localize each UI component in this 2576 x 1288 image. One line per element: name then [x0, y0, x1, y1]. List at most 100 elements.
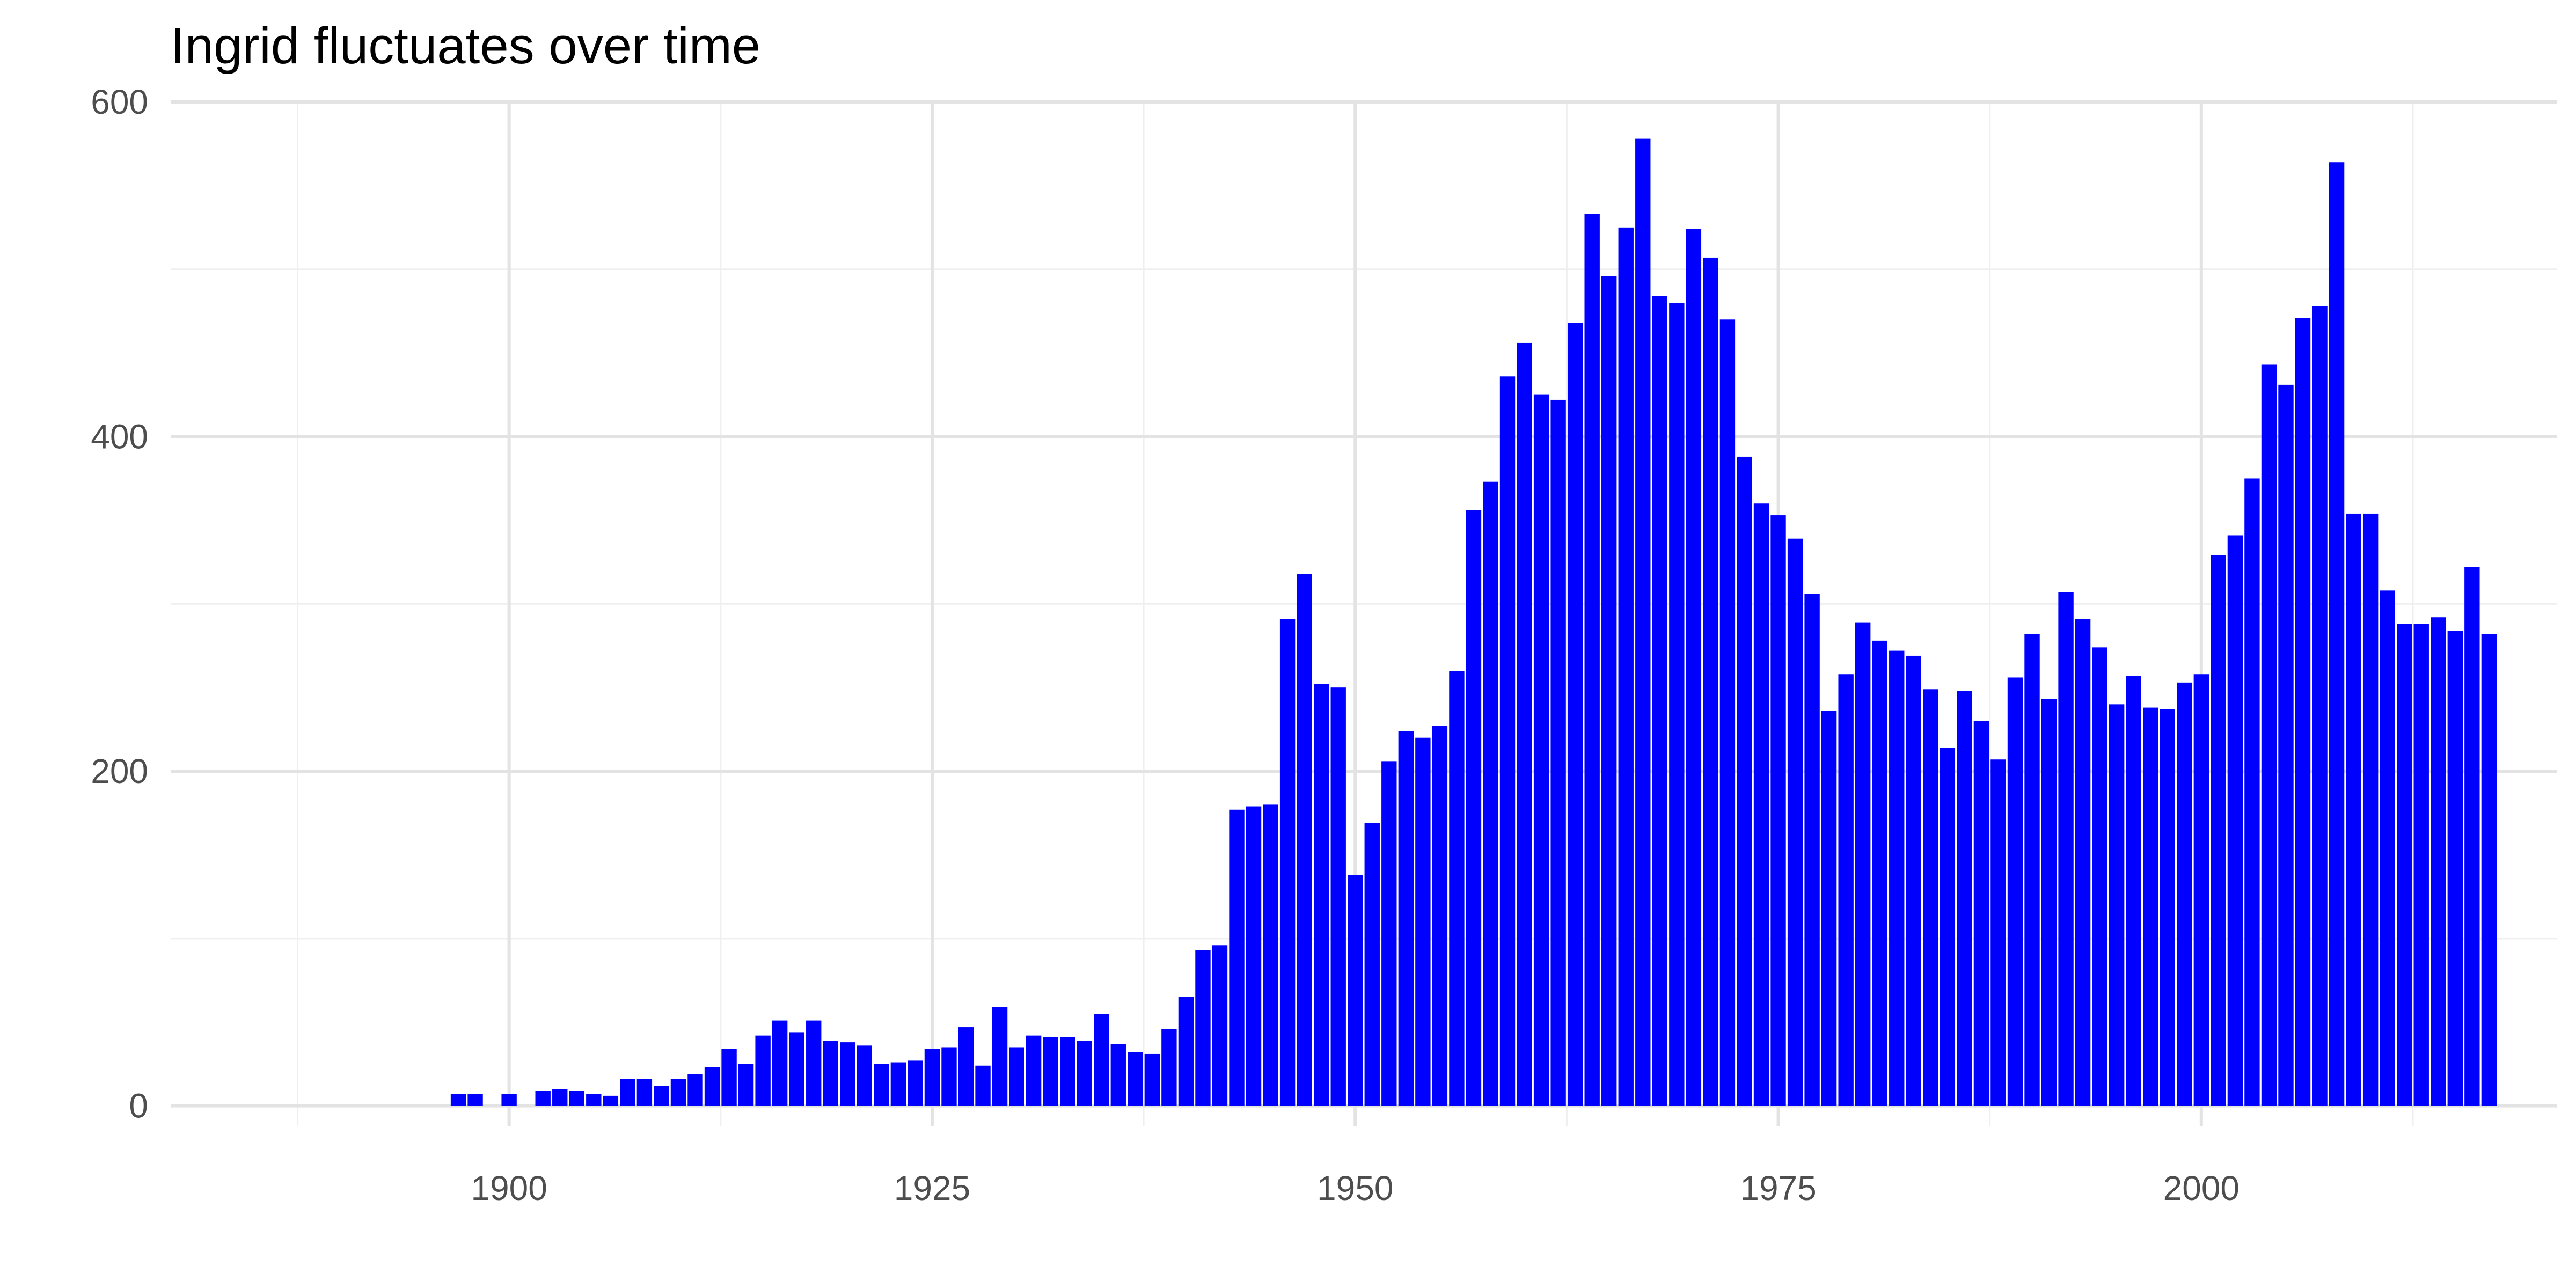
bar: [1906, 655, 1921, 1106]
bar: [2160, 709, 2175, 1106]
grid: [171, 100, 2557, 1126]
bar: [1567, 323, 1583, 1106]
bar: [2007, 677, 2023, 1106]
y-tick-label: 600: [91, 83, 148, 121]
x-axis: 1900 1925 1950 1975 2000: [471, 1169, 2240, 1208]
bar: [772, 1020, 788, 1106]
y-tick-label: 0: [129, 1087, 148, 1125]
bar: [2177, 682, 2192, 1106]
bar: [586, 1094, 602, 1106]
bar: [738, 1064, 754, 1106]
bar: [1923, 689, 1938, 1106]
bar: [704, 1067, 720, 1106]
bar: [2346, 513, 2361, 1106]
bar: [1144, 1053, 1160, 1106]
bar: [2261, 364, 2277, 1106]
bar: [2227, 535, 2243, 1106]
bar: [1415, 737, 1431, 1106]
bar: [636, 1079, 653, 1106]
bar: [2329, 162, 2345, 1106]
bar: [721, 1049, 737, 1106]
bar: [1026, 1035, 1042, 1106]
bar: [2058, 592, 2074, 1106]
bar: [2244, 478, 2260, 1106]
bar: [467, 1094, 483, 1106]
bar: [2278, 384, 2294, 1106]
bar: [2092, 647, 2107, 1106]
y-tick-label: 200: [91, 752, 148, 791]
bar: [941, 1047, 957, 1106]
bar: [1094, 1014, 1109, 1106]
bar: [620, 1079, 635, 1106]
bar: [890, 1062, 906, 1106]
bar: [1212, 945, 1228, 1106]
bar: [924, 1049, 940, 1106]
bar: [2431, 617, 2446, 1106]
bar: [789, 1032, 804, 1106]
bar: [958, 1027, 974, 1106]
bar: [1330, 687, 1346, 1106]
bar: [1787, 538, 1803, 1106]
bar: [1821, 711, 1837, 1106]
bars: [450, 138, 2497, 1106]
x-tick-label: 1925: [894, 1169, 970, 1208]
bar: [1686, 229, 1702, 1106]
bar: [552, 1089, 568, 1106]
bar: [2464, 567, 2480, 1106]
bar: [806, 1020, 822, 1106]
bar: [2397, 624, 2412, 1106]
bar: [1060, 1037, 1075, 1106]
bar: [1703, 257, 1718, 1106]
bar: [2211, 555, 2226, 1106]
bar: [2075, 619, 2091, 1106]
bar: [1246, 806, 1262, 1106]
bar: [2143, 707, 2158, 1106]
bar: [1195, 950, 1211, 1106]
bar: [1263, 804, 1278, 1106]
bar: [1483, 481, 1498, 1106]
bar: [1077, 1041, 1092, 1106]
bar: [1753, 503, 1769, 1106]
bar: [823, 1041, 838, 1106]
y-axis: 0 200 400 600: [91, 83, 148, 1125]
bar: [2413, 624, 2429, 1106]
bar: [1499, 376, 1516, 1106]
bar: [874, 1064, 889, 1106]
bar: [535, 1091, 551, 1106]
bar: [1601, 276, 1617, 1106]
bar: [2447, 631, 2463, 1106]
bar: [1178, 997, 1194, 1106]
bar: [654, 1086, 669, 1106]
bar: [1161, 1029, 1177, 1106]
bar: [1128, 1052, 1143, 1106]
x-tick-label: 1950: [1317, 1169, 1393, 1208]
bar: [1279, 619, 1296, 1106]
bar: [992, 1007, 1008, 1106]
bar: [2295, 318, 2311, 1106]
bar: [1770, 515, 1786, 1106]
x-tick-label: 1900: [471, 1169, 547, 1208]
bar: [1973, 721, 1989, 1106]
bar: [1517, 342, 1532, 1106]
x-tick-label: 2000: [2163, 1169, 2240, 1208]
bar: [1838, 674, 1854, 1106]
bar: [1432, 726, 1448, 1106]
bar: [2126, 676, 2141, 1106]
bar: [1297, 574, 1312, 1106]
y-tick-label: 400: [91, 418, 148, 456]
bar: [450, 1094, 466, 1106]
bar: [755, 1035, 771, 1106]
bar: [1737, 456, 1752, 1106]
bar: [1669, 303, 1685, 1106]
bar: [603, 1095, 619, 1106]
bar: [1550, 399, 1566, 1106]
bar: [1466, 510, 1482, 1106]
bar: [1618, 227, 1634, 1106]
bar: [1009, 1047, 1024, 1106]
bar: [2362, 513, 2379, 1106]
bar: [1872, 640, 1887, 1106]
bar: [1652, 296, 1667, 1106]
bar: [2193, 674, 2209, 1106]
bar: [1940, 748, 1956, 1106]
